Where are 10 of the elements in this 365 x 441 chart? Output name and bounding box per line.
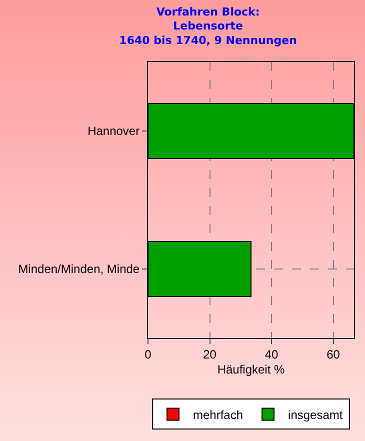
x-tick-label: 0 <box>144 347 152 362</box>
x-axis-title: Häufigkeit % <box>217 362 286 376</box>
x-tick-label: 40 <box>264 347 279 362</box>
chart-title: Vorfahren Block: Lebensorte 1640 bis 1740, 9 Nennungen <box>119 5 297 48</box>
legend-label: insgesamt <box>288 408 344 422</box>
x-tick-label: 60 <box>326 347 340 362</box>
y-tick-label: Minden/Minden, Minde <box>18 262 140 276</box>
y-tick-label: Hannover <box>88 124 140 138</box>
x-tick-label: 20 <box>203 347 217 362</box>
legend-label: mehrfach <box>193 408 244 422</box>
